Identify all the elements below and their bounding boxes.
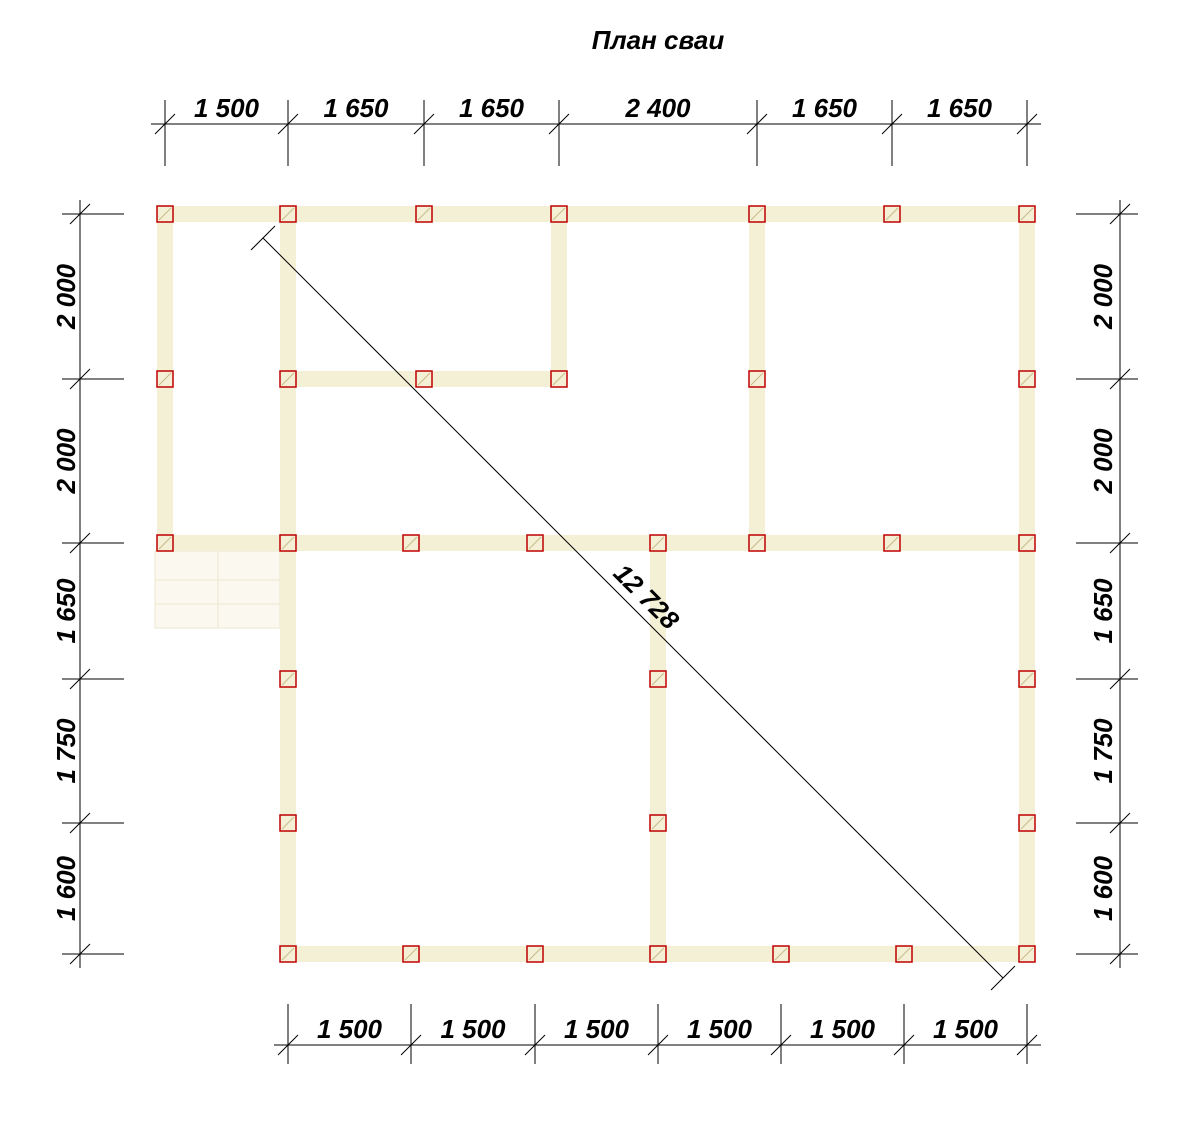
pile-hatch bbox=[281, 672, 295, 686]
dim-tick bbox=[746, 113, 768, 135]
dim-tick bbox=[1109, 532, 1131, 554]
dim-label: 2 000 bbox=[1088, 263, 1118, 330]
pile-hatch bbox=[885, 207, 899, 221]
dim-tick bbox=[277, 1034, 299, 1056]
diagonal-label: 12 728 bbox=[608, 558, 686, 636]
dim-tick bbox=[69, 532, 91, 554]
dim-tick bbox=[69, 812, 91, 834]
dim-label: 2 400 bbox=[624, 93, 691, 123]
dim-tick bbox=[400, 1034, 422, 1056]
pile-hatch bbox=[651, 947, 665, 961]
dim-label: 1 500 bbox=[687, 1014, 753, 1044]
dimensions: 1 500 1 650 1 650 2 400 1 650 1 650 1 500 1 500… bbox=[51, 93, 1138, 1064]
pile-hatch bbox=[897, 947, 911, 961]
plan-title: План сваи bbox=[592, 25, 725, 55]
dim-label: 1 650 bbox=[927, 93, 993, 123]
dim-label: 1 650 bbox=[323, 93, 389, 123]
pile-hatch bbox=[528, 947, 542, 961]
pile-hatch bbox=[158, 207, 172, 221]
dim-label: 1 500 bbox=[440, 1014, 506, 1044]
pile-hatch bbox=[158, 536, 172, 550]
dim-label: 1 650 bbox=[459, 93, 525, 123]
dim-tick bbox=[893, 1034, 915, 1056]
dim-label: 1 650 bbox=[51, 578, 81, 644]
pile-hatch bbox=[552, 207, 566, 221]
dim-tick bbox=[1016, 1034, 1038, 1056]
dim-label: 1 500 bbox=[194, 93, 260, 123]
pile-hatch bbox=[651, 816, 665, 830]
pile-hatch bbox=[1020, 372, 1034, 386]
piles bbox=[156, 205, 1036, 963]
pile-hatch bbox=[404, 536, 418, 550]
pile-hatch bbox=[774, 947, 788, 961]
dim-tick bbox=[548, 113, 570, 135]
dim-tick bbox=[881, 113, 903, 135]
pile-hatch bbox=[1020, 536, 1034, 550]
dim-label: 2 000 bbox=[1088, 428, 1118, 495]
dim-tick bbox=[1109, 368, 1131, 390]
pile-hatch bbox=[1020, 672, 1034, 686]
dim-label: 1 500 bbox=[317, 1014, 383, 1044]
pile-hatch bbox=[750, 536, 764, 550]
dim-tick bbox=[250, 225, 276, 251]
diagonal-line bbox=[262, 237, 1004, 979]
dim-label: 1 500 bbox=[933, 1014, 999, 1044]
dim-tick bbox=[990, 965, 1016, 991]
dim-label: 2 000 bbox=[51, 428, 81, 495]
dim-tick bbox=[1109, 203, 1131, 225]
dim-tick bbox=[770, 1034, 792, 1056]
pile-hatch bbox=[750, 372, 764, 386]
dim-tick bbox=[69, 203, 91, 225]
pile-hatch bbox=[750, 207, 764, 221]
dim-tick bbox=[69, 668, 91, 690]
dim-label: 1 600 bbox=[51, 855, 81, 921]
pile-hatch bbox=[528, 536, 542, 550]
dim-tick bbox=[277, 113, 299, 135]
dim-tick bbox=[1109, 943, 1131, 965]
pile-hatch bbox=[281, 536, 295, 550]
dim-label: 1 650 bbox=[792, 93, 858, 123]
pile-hatch bbox=[552, 372, 566, 386]
pile-hatch bbox=[281, 372, 295, 386]
dim-label: 2 000 bbox=[51, 263, 81, 330]
pile-hatch bbox=[885, 536, 899, 550]
beams bbox=[157, 206, 1035, 962]
pile-hatch bbox=[417, 207, 431, 221]
pile-hatch bbox=[404, 947, 418, 961]
dim-label: 1 500 bbox=[564, 1014, 630, 1044]
pile-hatch bbox=[281, 816, 295, 830]
dim-label: 1 750 bbox=[1088, 718, 1118, 784]
dim-label: 1 500 bbox=[810, 1014, 876, 1044]
pile-hatch bbox=[281, 207, 295, 221]
dim-tick bbox=[154, 113, 176, 135]
stair bbox=[154, 550, 281, 629]
pile-hatch bbox=[651, 536, 665, 550]
pile-hatch bbox=[1020, 816, 1034, 830]
dim-tick bbox=[1109, 812, 1131, 834]
dim-label: 1 650 bbox=[1088, 578, 1118, 644]
dim-label: 1 600 bbox=[1088, 855, 1118, 921]
pile-hatch bbox=[281, 947, 295, 961]
dim-tick bbox=[524, 1034, 546, 1056]
dim-tick bbox=[1109, 668, 1131, 690]
pile-hatch bbox=[1020, 947, 1034, 961]
pile-hatch bbox=[158, 372, 172, 386]
pile-hatch bbox=[417, 372, 431, 386]
dim-tick bbox=[69, 368, 91, 390]
dim-tick bbox=[647, 1034, 669, 1056]
dim-label: 1 750 bbox=[51, 718, 81, 784]
dim-tick bbox=[1016, 113, 1038, 135]
pile-hatch bbox=[1020, 207, 1034, 221]
dim-tick bbox=[69, 943, 91, 965]
pile-hatch bbox=[651, 672, 665, 686]
dim-tick bbox=[413, 113, 435, 135]
